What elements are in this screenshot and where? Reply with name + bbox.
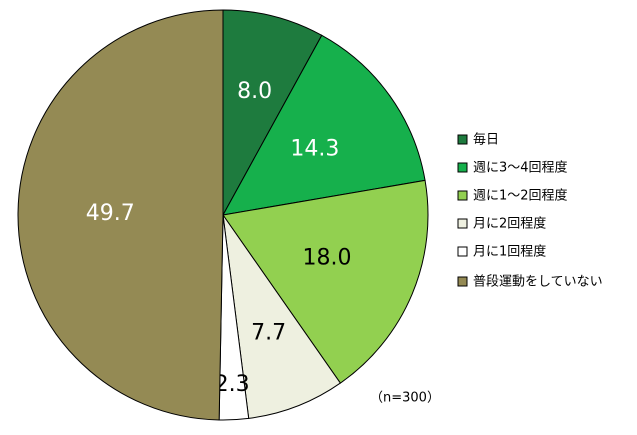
legend-swatch (457, 276, 468, 287)
legend-label: 月に2回程度 (473, 216, 546, 232)
legend-label: 週に1～2回程度 (473, 188, 568, 204)
pie-slice (17, 9, 224, 421)
legend-label: 月に1回程度 (473, 244, 546, 260)
pie-slice (222, 214, 342, 419)
legend-swatch (457, 162, 468, 173)
pie-slice (222, 34, 426, 216)
annotation: （n=300） (370, 391, 440, 406)
slice-label: 18.0 (303, 245, 352, 270)
slice-label: 8.0 (237, 79, 272, 104)
legend-swatch (457, 246, 468, 257)
legend-swatch (457, 134, 468, 145)
legend-label: 毎日 (473, 132, 499, 148)
pie-slice (222, 9, 323, 216)
pie-slice (222, 179, 429, 384)
slice-label: 49.7 (86, 201, 135, 226)
legend-label: 週に3～4回程度 (473, 160, 568, 176)
legend-swatch (457, 190, 468, 201)
slice-label: 7.7 (251, 321, 286, 346)
legend-label: 普段運動をしていない (473, 275, 603, 290)
slice-label: 14.3 (290, 137, 339, 162)
legend-swatch (457, 218, 468, 229)
